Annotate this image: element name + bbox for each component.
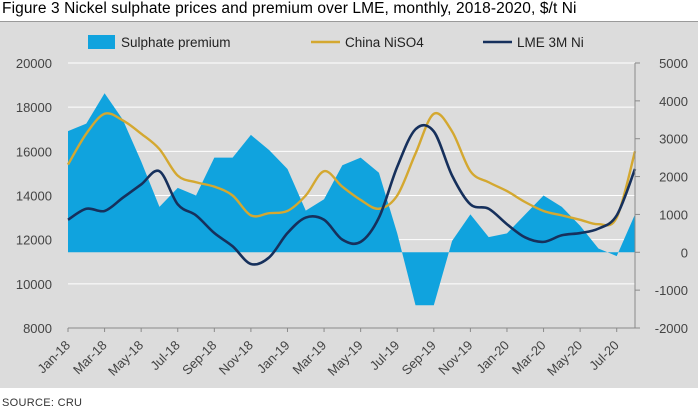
lme-3m-ni-line <box>67 123 637 266</box>
x-tick-label: May-20 <box>544 338 585 379</box>
x-tick-label: Sep-18 <box>179 338 219 378</box>
premium-area-layer <box>68 93 635 306</box>
right-tick-label: 5000 <box>659 56 688 71</box>
x-tick-label: Mar-20 <box>509 338 549 378</box>
china-line-layer <box>66 111 637 227</box>
left-axis-ticks: 8000 10000 12000 14000 16000 18000 20000 <box>16 56 52 336</box>
x-tick-label: Nov-19 <box>435 338 475 378</box>
legend-label-premium: Sulphate premium <box>121 35 231 50</box>
right-tick-label: 2000 <box>659 170 688 185</box>
x-tick-label: Jul-19 <box>367 338 403 374</box>
legend-label-china: China NiSO4 <box>345 35 424 50</box>
x-tick-label: Nov-18 <box>216 338 256 378</box>
figure-title: Figure 3 Nickel sulphate prices and prem… <box>2 0 577 17</box>
left-tick-label: 20000 <box>16 56 52 71</box>
left-tick-label: 8000 <box>23 321 52 336</box>
x-tick-label: Jul-18 <box>147 338 183 374</box>
legend-label-lme: LME 3M Ni <box>517 35 584 50</box>
legend: Sulphate premium China NiSO4 LME 3M Ni <box>88 35 584 50</box>
x-tick-label: May-19 <box>325 338 366 379</box>
x-tick-label: Jan-20 <box>473 338 512 377</box>
right-tick-label: 1000 <box>659 207 688 222</box>
right-tick-label: 4000 <box>659 94 688 109</box>
axes-layer <box>68 63 636 329</box>
x-tick-label: Mar-19 <box>289 338 329 378</box>
premium-area <box>68 93 635 306</box>
x-tick-label: Jul-20 <box>586 338 622 374</box>
left-tick-label: 16000 <box>16 144 52 159</box>
x-tick-label: May-18 <box>105 338 146 379</box>
x-tick-label: Sep-19 <box>399 338 439 378</box>
lme-line-layer <box>67 123 637 266</box>
right-tick-label: -2000 <box>655 321 688 336</box>
x-tick-label: Jan-19 <box>254 338 293 377</box>
right-tick-label: 3000 <box>659 132 688 147</box>
source-note: SOURCE: CRU <box>2 397 83 409</box>
title-divider <box>0 21 698 22</box>
right-tick-label: -1000 <box>655 283 688 298</box>
left-tick-label: 12000 <box>16 233 52 248</box>
legend-swatch-premium <box>88 35 115 49</box>
left-tick-label: 18000 <box>16 100 52 115</box>
left-tick-label: 10000 <box>16 277 52 292</box>
right-tick-label: 0 <box>681 245 688 260</box>
left-tick-label: 14000 <box>16 189 52 204</box>
right-axis-ticks: -2000 -1000 0 1000 2000 3000 4000 5000 <box>635 56 688 336</box>
china-niso4-line <box>66 111 637 227</box>
x-tick-label: Mar-18 <box>70 338 110 378</box>
x-tick-label: Jan-18 <box>34 338 73 377</box>
